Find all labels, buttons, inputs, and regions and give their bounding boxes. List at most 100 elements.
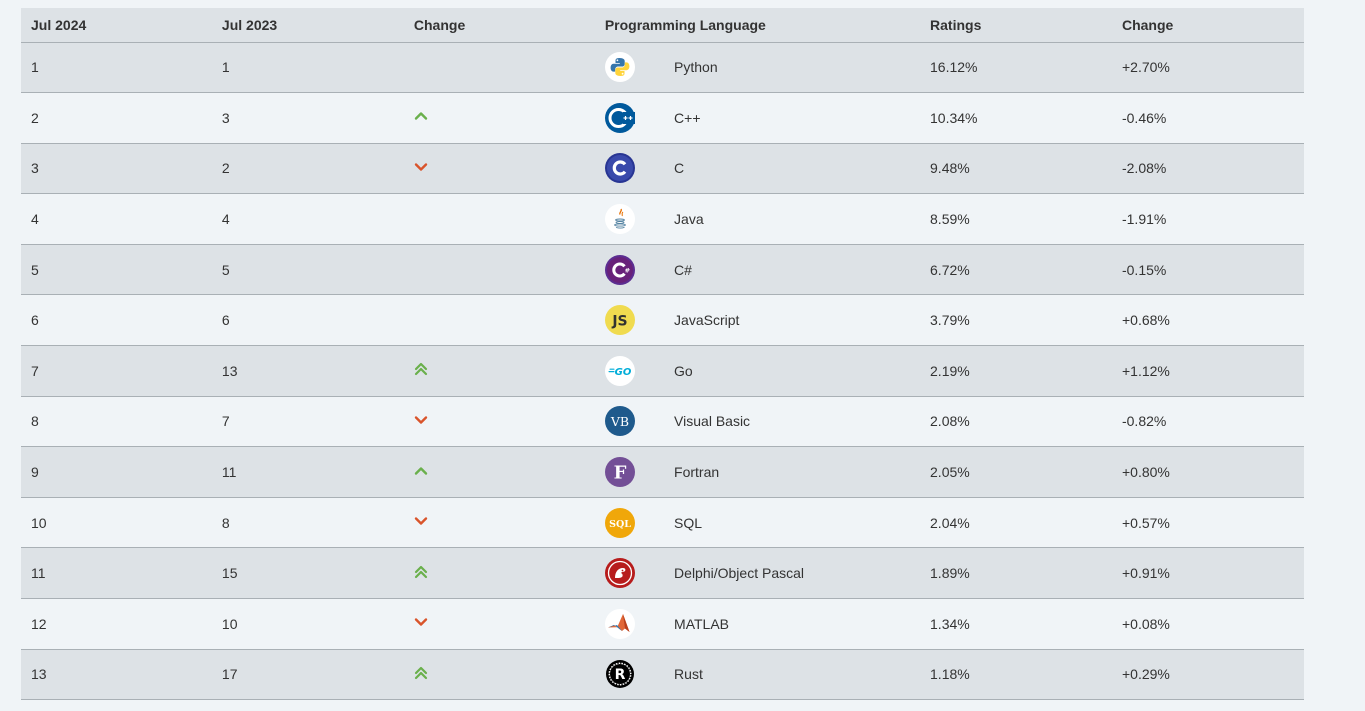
rank-current: 10 — [21, 497, 212, 549]
rank-current: 3 — [21, 143, 212, 195]
change-value: +0.68% — [1111, 294, 1304, 347]
svg-text:F: F — [613, 463, 626, 484]
rating-value: 2.05% — [920, 446, 1112, 498]
rating-value: 2.08% — [920, 396, 1112, 448]
svg-text:R: R — [614, 667, 625, 683]
rank-current: 2 — [21, 92, 212, 144]
chevron-down-icon — [414, 615, 428, 629]
sql-icon: SQL — [604, 507, 635, 538]
double-chevron-up-icon — [414, 665, 428, 681]
chevron-up-icon — [414, 109, 428, 123]
language-name: Fortran — [664, 446, 921, 498]
table-row: 5 5 # C# 6.72% -0.15% — [21, 244, 1304, 296]
javascript-icon: JS — [604, 305, 635, 336]
language-name: SQL — [664, 497, 921, 549]
table-row: 10 8 SQL SQL 2.04% +0.57% — [21, 497, 1304, 549]
rank-previous: 8 — [211, 497, 404, 549]
double-chevron-up-icon — [414, 564, 428, 580]
rank-current: 1 — [21, 42, 212, 94]
rank-previous: 3 — [211, 92, 404, 144]
table-row: 2 3 C++ 10.34% -0.46% — [21, 92, 1304, 144]
change-value: -1.91% — [1111, 193, 1304, 245]
rank-current: 11 — [21, 547, 212, 600]
rank-previous: 7 — [211, 396, 404, 448]
rank-current: 6 — [21, 294, 212, 347]
matlab-icon — [604, 608, 635, 639]
rank-previous: 15 — [211, 547, 404, 600]
header-change-arrow[interactable]: Change — [403, 8, 595, 43]
table-row: 8 7 VB Visual Basic 2.08% -0.82% — [21, 396, 1304, 448]
language-name: C++ — [664, 92, 921, 144]
table-row: 11 15 Delphi/Object Pascal 1.89% +0.91% — [21, 547, 1304, 600]
rank-previous: 10 — [211, 598, 404, 650]
change-value: +0.29% — [1111, 649, 1304, 701]
rank-previous: 4 — [211, 193, 404, 245]
python-icon — [604, 52, 635, 83]
rating-value: 3.79% — [920, 294, 1112, 347]
rank-previous: 6 — [211, 294, 404, 347]
ranking-table: Jul 2024 Jul 2023 Change Programming Lan… — [21, 8, 1304, 701]
csharp-icon: # — [604, 254, 635, 285]
table-row: 4 4 Java 8.59% -1.91% — [21, 193, 1304, 245]
svg-text:JS: JS — [611, 314, 627, 330]
rank-current: 4 — [21, 193, 212, 245]
header-jul-2023[interactable]: Jul 2023 — [211, 8, 404, 43]
svg-text:GO: GO — [614, 367, 631, 378]
rating-value: 1.18% — [920, 649, 1112, 701]
rank-current: 7 — [21, 345, 212, 397]
header-programming-language[interactable]: Programming Language — [594, 8, 921, 43]
language-name: Python — [664, 42, 921, 94]
svg-text:VB: VB — [610, 414, 629, 429]
rust-icon: R — [605, 659, 635, 689]
rating-value: 2.19% — [920, 345, 1112, 397]
chevron-down-icon — [414, 514, 428, 528]
c-icon — [604, 153, 635, 184]
language-name: C# — [664, 244, 921, 296]
rank-previous: 1 — [211, 42, 404, 94]
rating-value: 9.48% — [920, 143, 1112, 195]
rank-previous: 11 — [211, 446, 404, 498]
delphi-icon — [604, 558, 635, 589]
header-ratings[interactable]: Ratings — [920, 8, 1112, 43]
rating-value: 2.04% — [920, 497, 1112, 549]
table-row: 6 6 JS JavaScript 3.79% +0.68% — [21, 294, 1304, 347]
rating-value: 6.72% — [920, 244, 1112, 296]
table-row: 3 2 C 9.48% -2.08% — [21, 143, 1304, 195]
language-name: Rust — [664, 649, 921, 701]
chevron-down-icon — [414, 160, 428, 174]
table-body: 1 1 Python 16.12% +2.70% 2 3 C++ 10.34% -0.46% 3 2 C… — [21, 42, 1304, 701]
cpp-icon — [604, 102, 635, 133]
rating-value: 16.12% — [920, 42, 1112, 94]
visual-basic-icon: VB — [604, 406, 635, 437]
java-icon — [604, 204, 635, 235]
rating-value: 1.89% — [920, 547, 1112, 600]
go-icon: GO — [604, 355, 635, 386]
header-change-percent[interactable]: Change — [1111, 8, 1304, 43]
change-value: +0.57% — [1111, 497, 1304, 549]
rank-previous: 17 — [211, 649, 404, 701]
rating-value: 1.34% — [920, 598, 1112, 650]
language-name: Java — [664, 193, 921, 245]
rank-current: 8 — [21, 396, 212, 448]
language-name: Go — [664, 345, 921, 397]
rank-previous: 2 — [211, 143, 404, 195]
change-value: +0.91% — [1111, 547, 1304, 600]
table-row: 12 10 MATLAB 1.34% +0.08% — [21, 598, 1304, 650]
table-row: 9 11 F Fortran 2.05% +0.80% — [21, 446, 1304, 498]
rank-current: 13 — [21, 649, 212, 701]
language-name: MATLAB — [664, 598, 921, 650]
change-value: +0.80% — [1111, 446, 1304, 498]
rank-current: 5 — [21, 244, 212, 296]
chevron-down-icon — [414, 413, 428, 427]
table-row: 1 1 Python 16.12% +2.70% — [21, 42, 1304, 94]
rank-previous: 5 — [211, 244, 404, 296]
language-name: C — [664, 143, 921, 195]
table-row: 7 13 GO Go 2.19% +1.12% — [21, 345, 1304, 397]
rating-value: 8.59% — [920, 193, 1112, 245]
rating-value: 10.34% — [920, 92, 1112, 144]
rank-previous: 13 — [211, 345, 404, 397]
change-value: -0.15% — [1111, 244, 1304, 296]
language-name: JavaScript — [664, 294, 921, 347]
header-jul-2024[interactable]: Jul 2024 — [21, 8, 212, 43]
change-value: -2.08% — [1111, 143, 1304, 195]
